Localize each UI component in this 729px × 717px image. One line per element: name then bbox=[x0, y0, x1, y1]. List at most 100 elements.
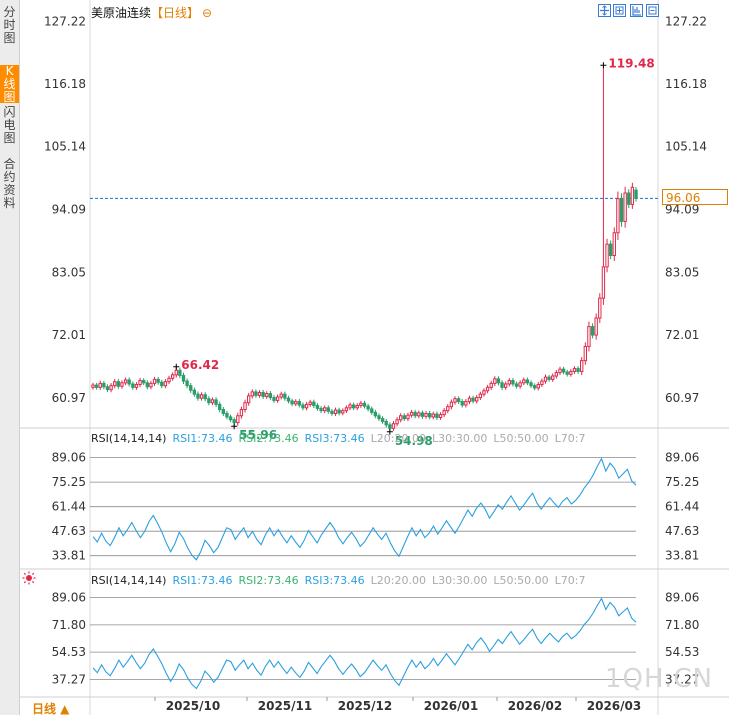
rsi-y-tick-left: 47.63 bbox=[52, 524, 86, 538]
candle-body bbox=[160, 381, 164, 387]
candle-body bbox=[366, 405, 370, 410]
crosshair-icon[interactable] bbox=[598, 4, 611, 17]
candle-body bbox=[348, 404, 352, 409]
candle-body bbox=[257, 391, 262, 396]
rsi-y-tick-right: 89.06 bbox=[665, 451, 699, 465]
candle-body bbox=[431, 413, 435, 418]
rsi-y-tick-left: 71.80 bbox=[52, 618, 86, 632]
candle-body bbox=[395, 419, 399, 425]
candle-body bbox=[232, 419, 236, 424]
sun-icon[interactable] bbox=[22, 571, 36, 585]
sidebar-tab-char: 约 bbox=[3, 170, 16, 184]
candle-body bbox=[261, 391, 265, 397]
candle-body bbox=[482, 390, 486, 395]
candle-body bbox=[113, 381, 117, 387]
candle-body bbox=[102, 382, 106, 388]
period-toggle-button[interactable]: 日线 ▲ bbox=[32, 702, 70, 716]
extreme-marker bbox=[173, 363, 180, 370]
candle-body bbox=[123, 379, 128, 384]
candle-body bbox=[109, 385, 113, 391]
candle-body bbox=[370, 408, 374, 413]
candle-body bbox=[525, 379, 530, 384]
y-tick-label-left: 83.05 bbox=[52, 265, 86, 279]
page-title: 美原油连续【日线】 ⊖ bbox=[91, 4, 212, 21]
candle-body bbox=[373, 411, 378, 417]
candle-body bbox=[569, 370, 573, 375]
candle-body bbox=[565, 371, 569, 375]
candle-body bbox=[272, 397, 276, 401]
expand-icon[interactable] bbox=[613, 4, 626, 17]
rsi-y-tick-left: 75.25 bbox=[52, 475, 86, 489]
sidebar-tab-0[interactable]: 分时图 bbox=[0, 6, 19, 52]
rsi2-value: RSI2:73.46 bbox=[238, 432, 299, 445]
candle-body bbox=[532, 385, 537, 389]
bar-chart-icon[interactable] bbox=[630, 4, 643, 17]
rsi-series-line bbox=[92, 597, 637, 690]
candle-body bbox=[228, 416, 233, 421]
rsi-y-tick-left: 37.27 bbox=[52, 672, 86, 686]
candle-body bbox=[304, 403, 309, 409]
candle-body bbox=[344, 407, 349, 412]
rsi1-value: RSI1:73.46 bbox=[172, 432, 233, 445]
sidebar-tab-char: 线 bbox=[3, 77, 16, 91]
collapse-icon[interactable]: ⊖ bbox=[202, 6, 213, 20]
candle-body bbox=[388, 424, 392, 429]
y-tick-label-right: 105.14 bbox=[665, 140, 707, 154]
candle-body bbox=[616, 198, 620, 234]
sidebar-tab-char: 图 bbox=[3, 90, 16, 104]
settings-icon[interactable] bbox=[646, 4, 659, 17]
sidebar-tab-3[interactable]: 合约资料 bbox=[0, 158, 19, 214]
candle-body bbox=[485, 386, 490, 392]
candle-body bbox=[134, 384, 139, 388]
candle-body bbox=[246, 395, 251, 404]
candle-body bbox=[250, 391, 254, 397]
candle-body bbox=[627, 192, 631, 205]
candle-body bbox=[181, 374, 186, 382]
candle-body bbox=[576, 368, 580, 372]
candle-body bbox=[580, 360, 584, 372]
candle-body bbox=[105, 386, 110, 391]
l50-value: L50:50.00 bbox=[493, 574, 549, 587]
candle-body bbox=[380, 418, 385, 422]
l30-value: L30:30.00 bbox=[432, 574, 488, 587]
candle-body bbox=[199, 394, 204, 399]
period-selector[interactable]: 【日线】 bbox=[151, 6, 200, 20]
candle-body bbox=[630, 186, 635, 205]
sidebar-tab-char: 图 bbox=[3, 131, 16, 145]
candle-body bbox=[145, 382, 149, 388]
extreme-marker bbox=[231, 423, 238, 430]
candle-body bbox=[547, 376, 551, 380]
x-tick-label: 2026/02 bbox=[508, 699, 562, 713]
candle-body bbox=[529, 382, 533, 387]
candle-body bbox=[536, 384, 540, 389]
sidebar-tab-char: 资 bbox=[3, 183, 16, 197]
last-price-box: 96.06 bbox=[662, 189, 728, 205]
y-tick-label-right: 116.18 bbox=[665, 77, 707, 91]
candle-body bbox=[543, 376, 548, 382]
candle-body bbox=[554, 372, 559, 377]
candle-body bbox=[522, 379, 526, 384]
extreme-label: 55.96 bbox=[239, 428, 277, 442]
candle-body bbox=[612, 232, 616, 257]
candle-body bbox=[605, 243, 609, 268]
rsi3-value: RSI3:73.46 bbox=[304, 574, 365, 587]
rsi3-value: RSI3:73.46 bbox=[304, 432, 365, 445]
candle-body bbox=[330, 410, 334, 414]
candle-body bbox=[127, 379, 131, 385]
candle-body bbox=[467, 397, 472, 403]
l70-value: L70:7 bbox=[554, 574, 586, 587]
rsi-y-tick-left: 33.81 bbox=[52, 549, 86, 563]
candle-body bbox=[221, 409, 225, 414]
candle-body bbox=[243, 402, 247, 411]
sidebar-tab-2[interactable]: 闪电图 bbox=[0, 106, 19, 152]
candle-body bbox=[406, 414, 410, 420]
candle-body bbox=[275, 396, 280, 401]
l20-value: L20:20.00 bbox=[370, 432, 426, 445]
candle-body bbox=[355, 405, 359, 409]
y-tick-label-right: 127.22 bbox=[665, 14, 707, 28]
candle-body bbox=[384, 420, 388, 426]
candle-body bbox=[315, 405, 320, 409]
candle-body bbox=[427, 412, 432, 418]
